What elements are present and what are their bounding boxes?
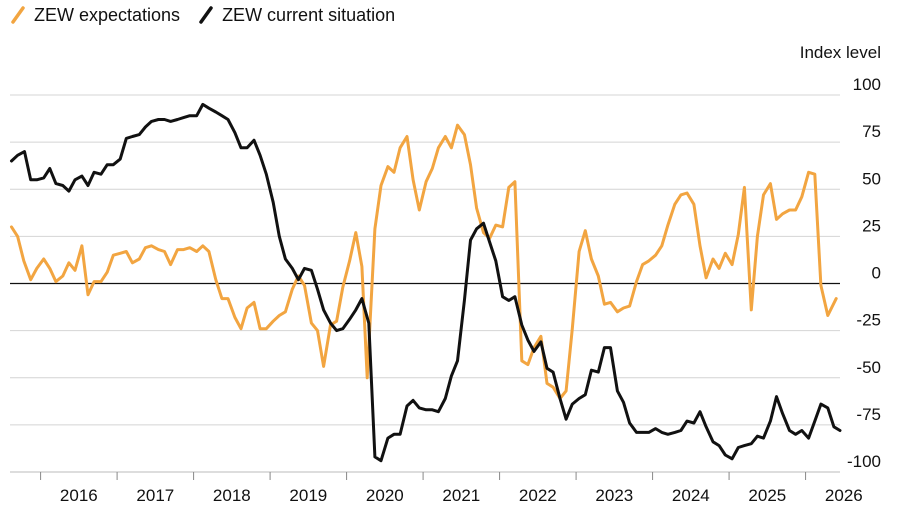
x-tick-label: 2026	[825, 486, 863, 505]
x-tick-label: 2019	[289, 486, 327, 505]
x-tick-label: 2024	[672, 486, 710, 505]
x-tick-label: 2020	[366, 486, 404, 505]
y-tick-label: 50	[862, 169, 881, 188]
x-tick-label: 2018	[213, 486, 251, 505]
y-tick-label: 100	[853, 75, 881, 94]
x-tick-label: 2023	[595, 486, 633, 505]
x-tick-label: 2025	[748, 486, 786, 505]
y-tick-label: -75	[856, 405, 881, 424]
x-tick-label: 2017	[136, 486, 174, 505]
legend-swatch-current-situation	[199, 6, 213, 24]
y-axis-label: Index level	[800, 43, 881, 62]
legend-swatch-expectations	[11, 6, 25, 24]
legend-item-current-situation: ZEW current situation	[198, 5, 395, 26]
y-tick-label: -25	[856, 311, 881, 330]
x-tick-label: 2016	[60, 486, 98, 505]
y-tick-label: 75	[862, 122, 881, 141]
x-tick-label: 2022	[519, 486, 557, 505]
series-line-zew-current-situation	[10, 102, 842, 463]
y-tick-label: 25	[862, 216, 881, 235]
x-tick-label: 2021	[442, 486, 480, 505]
y-tick-label: -50	[856, 358, 881, 377]
legend-item-expectations: ZEW expectations	[10, 5, 180, 26]
y-tick-label: -100	[847, 452, 881, 471]
legend-label-current-situation: ZEW current situation	[222, 4, 396, 25]
series-line-zew-expectations	[10, 123, 838, 400]
y-tick-label: 0	[872, 264, 881, 283]
legend: ZEW expectations ZEW current situation	[10, 2, 413, 28]
legend-label-expectations: ZEW expectations	[34, 4, 181, 25]
